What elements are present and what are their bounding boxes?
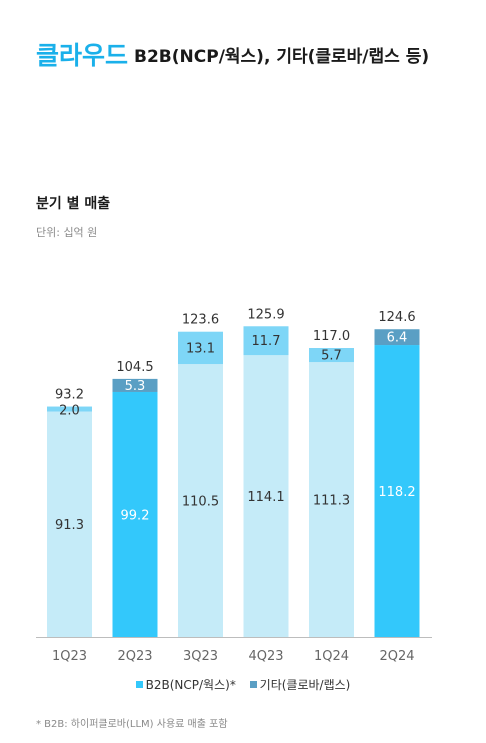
tick-label-2Q24: 2Q24	[379, 649, 414, 664]
legend-swatch-b2b	[135, 681, 143, 688]
label-other-1Q24: 5.7	[321, 349, 342, 364]
label-total-1Q24: 117.0	[313, 329, 350, 344]
unit-label: 단위: 십억 원	[36, 226, 98, 239]
bar-other-2Q23	[112, 378, 158, 392]
label-other-2Q23: 5.3	[125, 379, 146, 394]
label-b2b-1Q23: 91.3	[55, 518, 84, 533]
legend-item-b2b: B2B(NCP/웍스)*	[135, 676, 236, 693]
chart-title: 분기 별 매출	[36, 196, 111, 212]
page-title: 클라우드 B2B(NCP/웍스), 기타(클로바/랩스 등)	[36, 36, 429, 72]
tick-label-2Q23: 2Q23	[117, 649, 152, 664]
bar-b2b-2Q24	[374, 345, 420, 637]
title-accent: 클라우드	[36, 41, 129, 70]
bar-b2b-1Q24	[309, 362, 354, 637]
label-b2b-4Q23: 114.1	[247, 490, 284, 505]
label-total-1Q23: 93.2	[55, 388, 84, 403]
tick-label-1Q24: 1Q24	[314, 649, 349, 664]
bar-other-1Q23	[47, 406, 92, 412]
label-total-4Q23: 125.9	[247, 307, 284, 322]
tick-label-3Q23: 3Q23	[183, 649, 218, 664]
bar-b2b-3Q23	[178, 364, 223, 637]
title-subtitle: B2B(NCP/웍스), 기타(클로바/랩스 등)	[134, 46, 430, 67]
chart-legend: B2B(NCP/웍스)* 기타(클로바/랩스)	[0, 676, 486, 693]
legend-label-b2b: B2B(NCP/웍스)*	[145, 678, 236, 692]
tick-label-1Q23: 1Q23	[52, 649, 87, 664]
legend-item-other: 기타(클로바/랩스)	[249, 676, 351, 693]
bar-other-1Q24	[309, 348, 354, 363]
bar-b2b-2Q23	[112, 391, 158, 637]
legend-label-other: 기타(클로바/랩스)	[259, 678, 351, 692]
label-other-1Q23: 2.0	[59, 404, 80, 419]
label-total-2Q24: 124.6	[378, 310, 415, 325]
bar-other-4Q23	[243, 326, 289, 356]
label-other-2Q24: 6.4	[387, 331, 408, 346]
footnote: * B2B: 하이퍼클로바(LLM) 사용료 매출 포함	[36, 719, 228, 730]
bar-other-3Q23	[178, 331, 223, 365]
legend-swatch-other	[249, 681, 257, 688]
label-b2b-3Q23: 110.5	[182, 495, 219, 510]
label-other-3Q23: 13.1	[186, 341, 215, 356]
label-b2b-2Q23: 99.2	[121, 508, 150, 523]
label-other-4Q23: 11.7	[252, 334, 281, 349]
bar-b2b-1Q23	[47, 411, 92, 637]
label-b2b-1Q24: 111.3	[313, 494, 350, 509]
bar-b2b-4Q23	[243, 355, 289, 637]
bar-other-2Q24	[374, 329, 420, 346]
tick-label-4Q23: 4Q23	[248, 649, 283, 664]
label-total-3Q23: 123.6	[182, 313, 219, 328]
label-b2b-2Q24: 118.2	[378, 485, 415, 500]
label-total-2Q23: 104.5	[116, 360, 153, 375]
